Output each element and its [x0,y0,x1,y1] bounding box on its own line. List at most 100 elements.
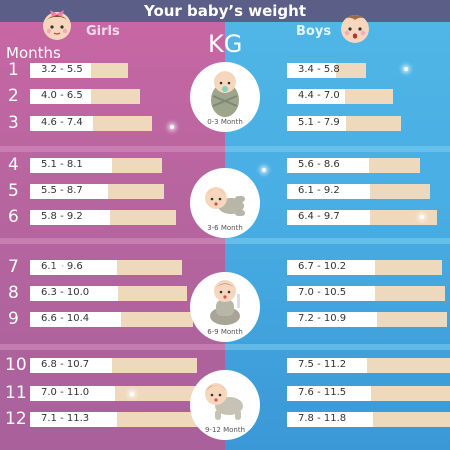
girl-face-icon [43,10,71,40]
month-number: 5 [8,181,19,201]
girls-weight-range: 7.1 - 11.3 [41,413,90,424]
boys-bar-white-segment [287,184,370,199]
girls-weight-range: 4.0 - 6.5 [41,90,83,101]
age-group-label: 9-12 Month [204,426,246,434]
month-number: 8 [8,283,19,303]
age-group-disc: 6-9 Month [190,272,260,342]
boys-weight-bar: 6.4 - 9.7 [287,210,437,225]
sparkle [262,168,266,172]
page-title: Your baby’s weight [143,2,307,20]
boys-weight-range: 5.1 - 7.9 [298,117,340,128]
girls-bar-white-segment [30,89,91,104]
girls-weight-bar: 4.0 - 6.5 [30,89,140,104]
baby-lying-icon [205,187,245,216]
boys-weight-range: 7.8 - 11.8 [298,413,347,424]
age-group-disc: 3-6 Month [190,168,260,238]
boys-bar-white-segment [287,210,370,225]
girls-weight-range: 5.5 - 8.7 [41,185,83,196]
boys-weight-bar: 3.4 - 5.8 [287,63,366,78]
girls-weight-bar: 6.8 - 10.7 [30,358,197,373]
boys-weight-bar: 7.0 - 10.5 [287,286,445,301]
month-number: 10 [5,355,27,375]
boys-heading: Boys [296,24,332,39]
age-group-disc: 0-3 Month [190,62,260,132]
unit-label: KG [208,30,243,58]
boys-weight-bar: 5.6 - 8.6 [287,158,420,173]
boys-bar-white-segment [287,63,336,78]
boys-weight-bar: 6.7 - 10.2 [287,260,442,275]
boys-bar-white-segment [287,260,375,275]
month-number: 12 [5,409,27,429]
boys-bar-white-segment [287,116,346,131]
month-number: 11 [5,383,27,403]
girls-bar-white-segment [30,184,108,199]
boys-weight-range: 7.2 - 10.9 [298,313,347,324]
boys-bar-white-segment [287,312,377,327]
girls-weight-bar: 7.1 - 11.3 [30,412,203,427]
age-group-label: 3-6 Month [207,224,243,232]
girls-weight-range: 5.8 - 9.2 [41,211,83,222]
boys-bar-white-segment [287,386,371,401]
girls-weight-bar: 5.8 - 9.2 [30,210,176,225]
sparkle [404,67,408,71]
girls-weight-bar: 6.6 - 10.4 [30,312,193,327]
girls-weight-bar: 6.1 - 9.6 [30,260,182,275]
boys-weight-bar: 7.6 - 11.5 [287,386,450,401]
girls-weight-range: 3.2 - 5.5 [41,64,83,75]
month-number: 3 [8,113,19,133]
girls-bar-white-segment [30,116,93,131]
boys-weight-bar: 4.4 - 7.0 [287,89,393,104]
girls-weight-bar: 4.6 - 7.4 [30,116,152,131]
girls-weight-range: 7.0 - 11.0 [41,387,90,398]
title-bar [0,0,450,22]
boys-weight-range: 7.0 - 10.5 [298,287,347,298]
age-group-disc: 9-12 Month [190,370,260,440]
boys-weight-range: 7.5 - 11.2 [298,359,347,370]
girls-weight-bar: 7.0 - 11.0 [30,386,200,401]
boys-bar-white-segment [287,89,345,104]
boys-weight-range: 6.7 - 10.2 [298,261,347,272]
girls-heading: Girls [86,24,120,39]
boys-weight-range: 6.4 - 9.7 [298,211,340,222]
girls-weight-range: 6.8 - 10.7 [41,359,90,370]
girls-bar-white-segment [30,260,117,275]
month-number: 4 [8,155,19,175]
girls-bar-white-segment [30,158,112,173]
month-number: 1 [8,60,19,80]
boys-bar-white-segment [287,286,375,301]
month-number: 6 [8,207,19,227]
month-number: 2 [8,86,19,106]
girls-weight-bar: 3.2 - 5.5 [30,63,128,78]
girls-weight-range: 5.1 - 8.1 [41,159,83,170]
baby-sitting-icon [210,280,240,325]
girls-bar-white-segment [30,412,117,427]
band-divider [0,238,450,244]
boys-bar-white-segment [287,158,369,173]
sparkle [58,265,62,269]
band-divider [0,146,450,152]
boys-weight-bar: 7.2 - 10.9 [287,312,447,327]
boys-weight-range: 3.4 - 5.8 [298,64,340,75]
sparkle [130,392,134,396]
sparkle [420,215,424,219]
girls-bar-white-segment [30,312,121,327]
boy-face-icon [341,15,369,43]
baby-swaddled-icon [211,71,239,117]
boys-bar-white-segment [287,412,373,427]
months-heading: Months [6,44,61,62]
month-number: 7 [8,257,19,277]
age-group-label: 6-9 Month [207,328,243,336]
girls-bar-white-segment [30,63,91,78]
band-divider [0,344,450,350]
girls-weight-range: 6.3 - 10.0 [41,287,90,298]
girls-weight-range: 4.6 - 7.4 [41,117,83,128]
baby-crawling-icon [205,383,243,420]
boys-weight-range: 7.6 - 11.5 [298,387,347,398]
boys-weight-range: 6.1 - 9.2 [298,185,340,196]
girls-weight-bar: 5.1 - 8.1 [30,158,162,173]
girls-weight-bar: 5.5 - 8.7 [30,184,164,199]
girls-bar-white-segment [30,210,110,225]
boys-weight-bar: 7.5 - 11.2 [287,358,450,373]
age-group-label: 0-3 Month [207,118,243,126]
